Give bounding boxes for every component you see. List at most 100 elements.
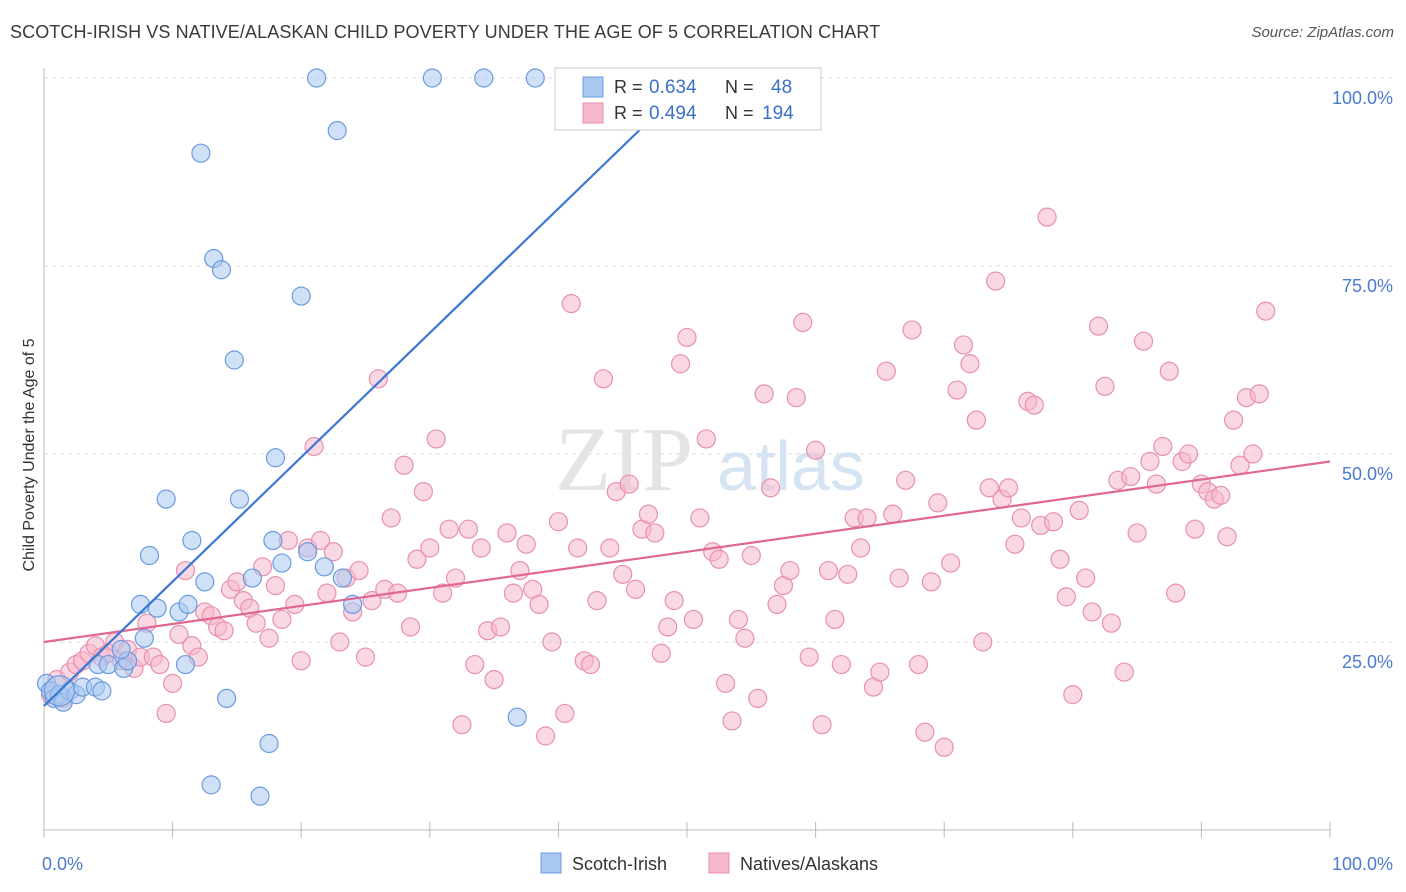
- natives-alaskans-point-122: [825, 609, 845, 630]
- natives-alaskans-point-189: [1256, 301, 1276, 321]
- natives-alaskans-point-61: [433, 583, 453, 603]
- natives-alaskans-point-111: [754, 384, 774, 404]
- natives-alaskans-point-156: [1043, 512, 1064, 532]
- natives-alaskans-point-163: [1088, 316, 1109, 336]
- natives-alaskans-point-39: [291, 651, 311, 671]
- natives-alaskans-point-164: [1095, 376, 1115, 396]
- natives-alaskans-point-69: [484, 669, 504, 690]
- scotch-irish-point-24: [195, 572, 215, 592]
- natives-alaskans-point-82: [568, 538, 588, 558]
- y-tick-label-50: 50.0%: [1342, 464, 1393, 484]
- natives-alaskans-point-147: [986, 271, 1006, 291]
- y-tick-label-75: 75.0%: [1342, 276, 1393, 296]
- natives-alaskans-point-168: [1121, 466, 1141, 487]
- bottom-legend-swatch-scotch-irish: [540, 852, 562, 874]
- natives-alaskans-point-141: [947, 380, 967, 400]
- y-tick-label-100: 100.0%: [1332, 88, 1393, 108]
- natives-alaskans-point-65: [458, 519, 478, 539]
- natives-alaskans-point-48: [349, 560, 369, 581]
- natives-alaskans-point-94: [645, 523, 665, 543]
- natives-alaskans-point-115: [780, 560, 800, 581]
- natives-alaskans-point-159: [1063, 685, 1083, 705]
- scotch-irish-point-26: [201, 775, 221, 795]
- natives-alaskans-point-145: [973, 632, 993, 652]
- natives-alaskans-points: [40, 207, 1276, 757]
- natives-alaskans-point-138: [928, 493, 948, 513]
- natives-alaskans-point-80: [555, 703, 575, 724]
- scotch-irish-point-47: [507, 707, 527, 727]
- scotch-irish-point-45: [422, 68, 442, 88]
- natives-alaskans-point-129: [870, 662, 890, 682]
- x-ticks: [43, 822, 1331, 838]
- natives-alaskans-point-53: [381, 508, 401, 528]
- natives-alaskans-point-87: [600, 538, 620, 558]
- natives-alaskans-point-153: [1024, 395, 1044, 415]
- scotch-irish-point-22: [178, 594, 198, 615]
- natives-alaskans-point-74: [516, 534, 536, 554]
- scotch-irish-point-42: [327, 121, 347, 141]
- natives-alaskans-point-183: [1217, 527, 1237, 547]
- scotch-irish-point-33: [250, 786, 270, 806]
- scotch-irish-point-46: [474, 68, 494, 88]
- natives-alaskans-point-43: [317, 583, 337, 603]
- natives-alaskans-point-71: [497, 523, 517, 543]
- natives-alaskans-point-17: [150, 654, 170, 675]
- natives-alaskans-trend-line: [43, 460, 1331, 644]
- natives-alaskans-point-108: [735, 628, 755, 648]
- natives-alaskans-point-18: [156, 703, 176, 724]
- natives-alaskans-point-127: [857, 508, 877, 528]
- legend-r-value-scotch-irish: 0.634: [649, 77, 697, 98]
- natives-alaskans-point-96: [658, 617, 678, 637]
- scotch-irish-point-14: [111, 639, 131, 660]
- natives-alaskans-point-161: [1076, 568, 1096, 588]
- natives-alaskans-point-188: [1249, 384, 1269, 404]
- natives-alaskans-point-91: [625, 579, 646, 599]
- natives-alaskans-point-118: [799, 647, 819, 667]
- natives-alaskans-point-107: [728, 609, 749, 630]
- natives-alaskans-point-77: [535, 726, 556, 746]
- natives-alaskans-point-149: [998, 478, 1019, 498]
- x-tick-label-max: 100.0%: [1332, 854, 1393, 874]
- scotch-irish-point-17: [139, 545, 160, 566]
- natives-alaskans-point-55: [394, 455, 414, 475]
- natives-alaskans-point-35: [265, 575, 286, 596]
- natives-alaskans-point-20: [169, 624, 189, 645]
- bottom-legend-label-scotch-irish: Scotch-Irish: [572, 854, 667, 874]
- legend-r-value-natives-alaskans: 0.494: [649, 103, 697, 124]
- legend-r-label-natives-alaskans: R =: [614, 103, 643, 123]
- natives-alaskans-point-139: [934, 737, 954, 757]
- natives-alaskans-point-144: [966, 410, 986, 430]
- natives-alaskans-point-151: [1011, 508, 1031, 528]
- natives-alaskans-point-102: [696, 429, 716, 449]
- natives-alaskans-point-140: [941, 553, 961, 573]
- natives-alaskans-point-19: [163, 673, 183, 693]
- natives-alaskans-point-187: [1243, 444, 1263, 464]
- natives-alaskans-point-124: [838, 564, 858, 584]
- natives-alaskans-point-90: [619, 474, 639, 494]
- natives-alaskans-point-120: [812, 715, 832, 735]
- natives-alaskans-point-112: [760, 478, 781, 498]
- natives-alaskans-point-34: [259, 628, 279, 648]
- bottom-legend-swatch-natives-alaskans: [708, 852, 730, 874]
- natives-alaskans-point-42: [310, 530, 331, 551]
- natives-alaskans-point-67: [471, 538, 491, 558]
- watermark-atlas: atlas: [717, 427, 865, 505]
- natives-alaskans-point-89: [613, 564, 633, 584]
- natives-alaskans-point-64: [452, 715, 472, 735]
- natives-alaskans-point-110: [748, 688, 768, 709]
- natives-alaskans-point-85: [587, 591, 607, 611]
- natives-alaskans-point-84: [580, 654, 601, 675]
- natives-alaskans-point-123: [831, 654, 851, 675]
- scotch-irish-point-16: [134, 628, 154, 648]
- legend-n-value-natives-alaskans: 194: [762, 103, 794, 124]
- scotch-irish-point-48: [525, 68, 545, 88]
- x-tick-label-min: 0.0%: [42, 854, 83, 874]
- natives-alaskans-point-136: [915, 722, 935, 742]
- scotch-irish-point-29: [217, 688, 237, 709]
- bottom-legend: Scotch-Irish Natives/Alaskans: [540, 852, 878, 874]
- natives-alaskans-point-45: [330, 632, 350, 652]
- natives-alaskans-point-132: [889, 568, 909, 588]
- scotch-irish-point-9: [92, 681, 112, 701]
- natives-alaskans-point-184: [1223, 410, 1244, 430]
